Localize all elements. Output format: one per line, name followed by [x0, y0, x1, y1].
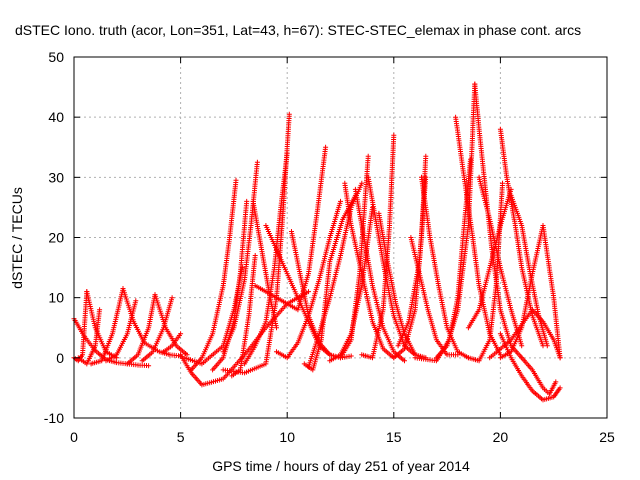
- series-marks: [487, 307, 563, 361]
- series-arc12: [178, 289, 311, 388]
- series-marks: [88, 286, 126, 367]
- y-tick-label: -10: [44, 410, 64, 426]
- series-marks: [419, 174, 471, 361]
- series-marks: [306, 180, 365, 370]
- series-arc33: [376, 210, 429, 361]
- y-tick-label: 10: [48, 290, 64, 306]
- series-marks: [408, 235, 461, 358]
- series-arc26: [306, 180, 365, 370]
- series-marks: [188, 177, 239, 373]
- data-marks: [71, 81, 563, 403]
- series-marks: [250, 198, 279, 331]
- y-tick-label: 40: [48, 109, 64, 125]
- x-tick-label: 15: [386, 429, 402, 445]
- series-arc36: [419, 174, 471, 361]
- series-arc30: [338, 153, 371, 361]
- series-arc32: [359, 132, 397, 361]
- y-tick-label: 20: [48, 230, 64, 246]
- y-axis-label: dSTEC / TECUs: [9, 187, 25, 289]
- series-marks: [124, 292, 158, 367]
- series-arc50: [487, 307, 563, 361]
- series-marks: [453, 114, 503, 358]
- series-marks: [103, 298, 139, 364]
- series-arc19: [242, 150, 290, 367]
- series-marks: [139, 295, 175, 364]
- series-arc20: [250, 198, 279, 331]
- series-arc8: [124, 292, 158, 367]
- series-arc7: [103, 298, 139, 364]
- x-tick-label: 25: [599, 429, 615, 445]
- series-marks: [359, 132, 397, 361]
- y-tick-label: 50: [48, 49, 64, 65]
- series-marks: [519, 355, 559, 397]
- series-arc44: [465, 180, 505, 364]
- x-tick-label: 5: [177, 429, 185, 445]
- series-marks: [376, 210, 429, 361]
- series-marks: [229, 253, 258, 379]
- chart-title: dSTEC Iono. truth (acor, Lon=351, Lat=43…: [15, 22, 581, 38]
- series-marks: [178, 289, 311, 388]
- series-marks: [497, 223, 563, 361]
- x-tick-label: 20: [493, 429, 509, 445]
- series-arc10: [139, 295, 175, 364]
- x-tick-label: 10: [279, 429, 295, 445]
- series-arc37: [408, 235, 461, 358]
- x-tick-label: 0: [70, 429, 78, 445]
- axis-ticks: 0 5 10 15 20 25 -10 0 10 20 30 40 50: [44, 49, 615, 445]
- series-marks: [338, 153, 371, 361]
- series-marks: [465, 180, 505, 364]
- series-marks: [161, 331, 184, 355]
- series-arc49: [519, 355, 559, 397]
- series-arc5: [88, 286, 126, 367]
- series-marks: [242, 150, 290, 367]
- series-arc13: [188, 177, 239, 373]
- series-arc17: [229, 253, 258, 379]
- y-tick-label: 30: [48, 169, 64, 185]
- x-axis-label: GPS time / hours of day 251 of year 2014: [212, 458, 470, 474]
- series-arc11: [161, 331, 184, 355]
- y-tick-label: 0: [56, 350, 64, 366]
- series-arc41: [453, 114, 503, 358]
- series-arc47: [497, 223, 563, 361]
